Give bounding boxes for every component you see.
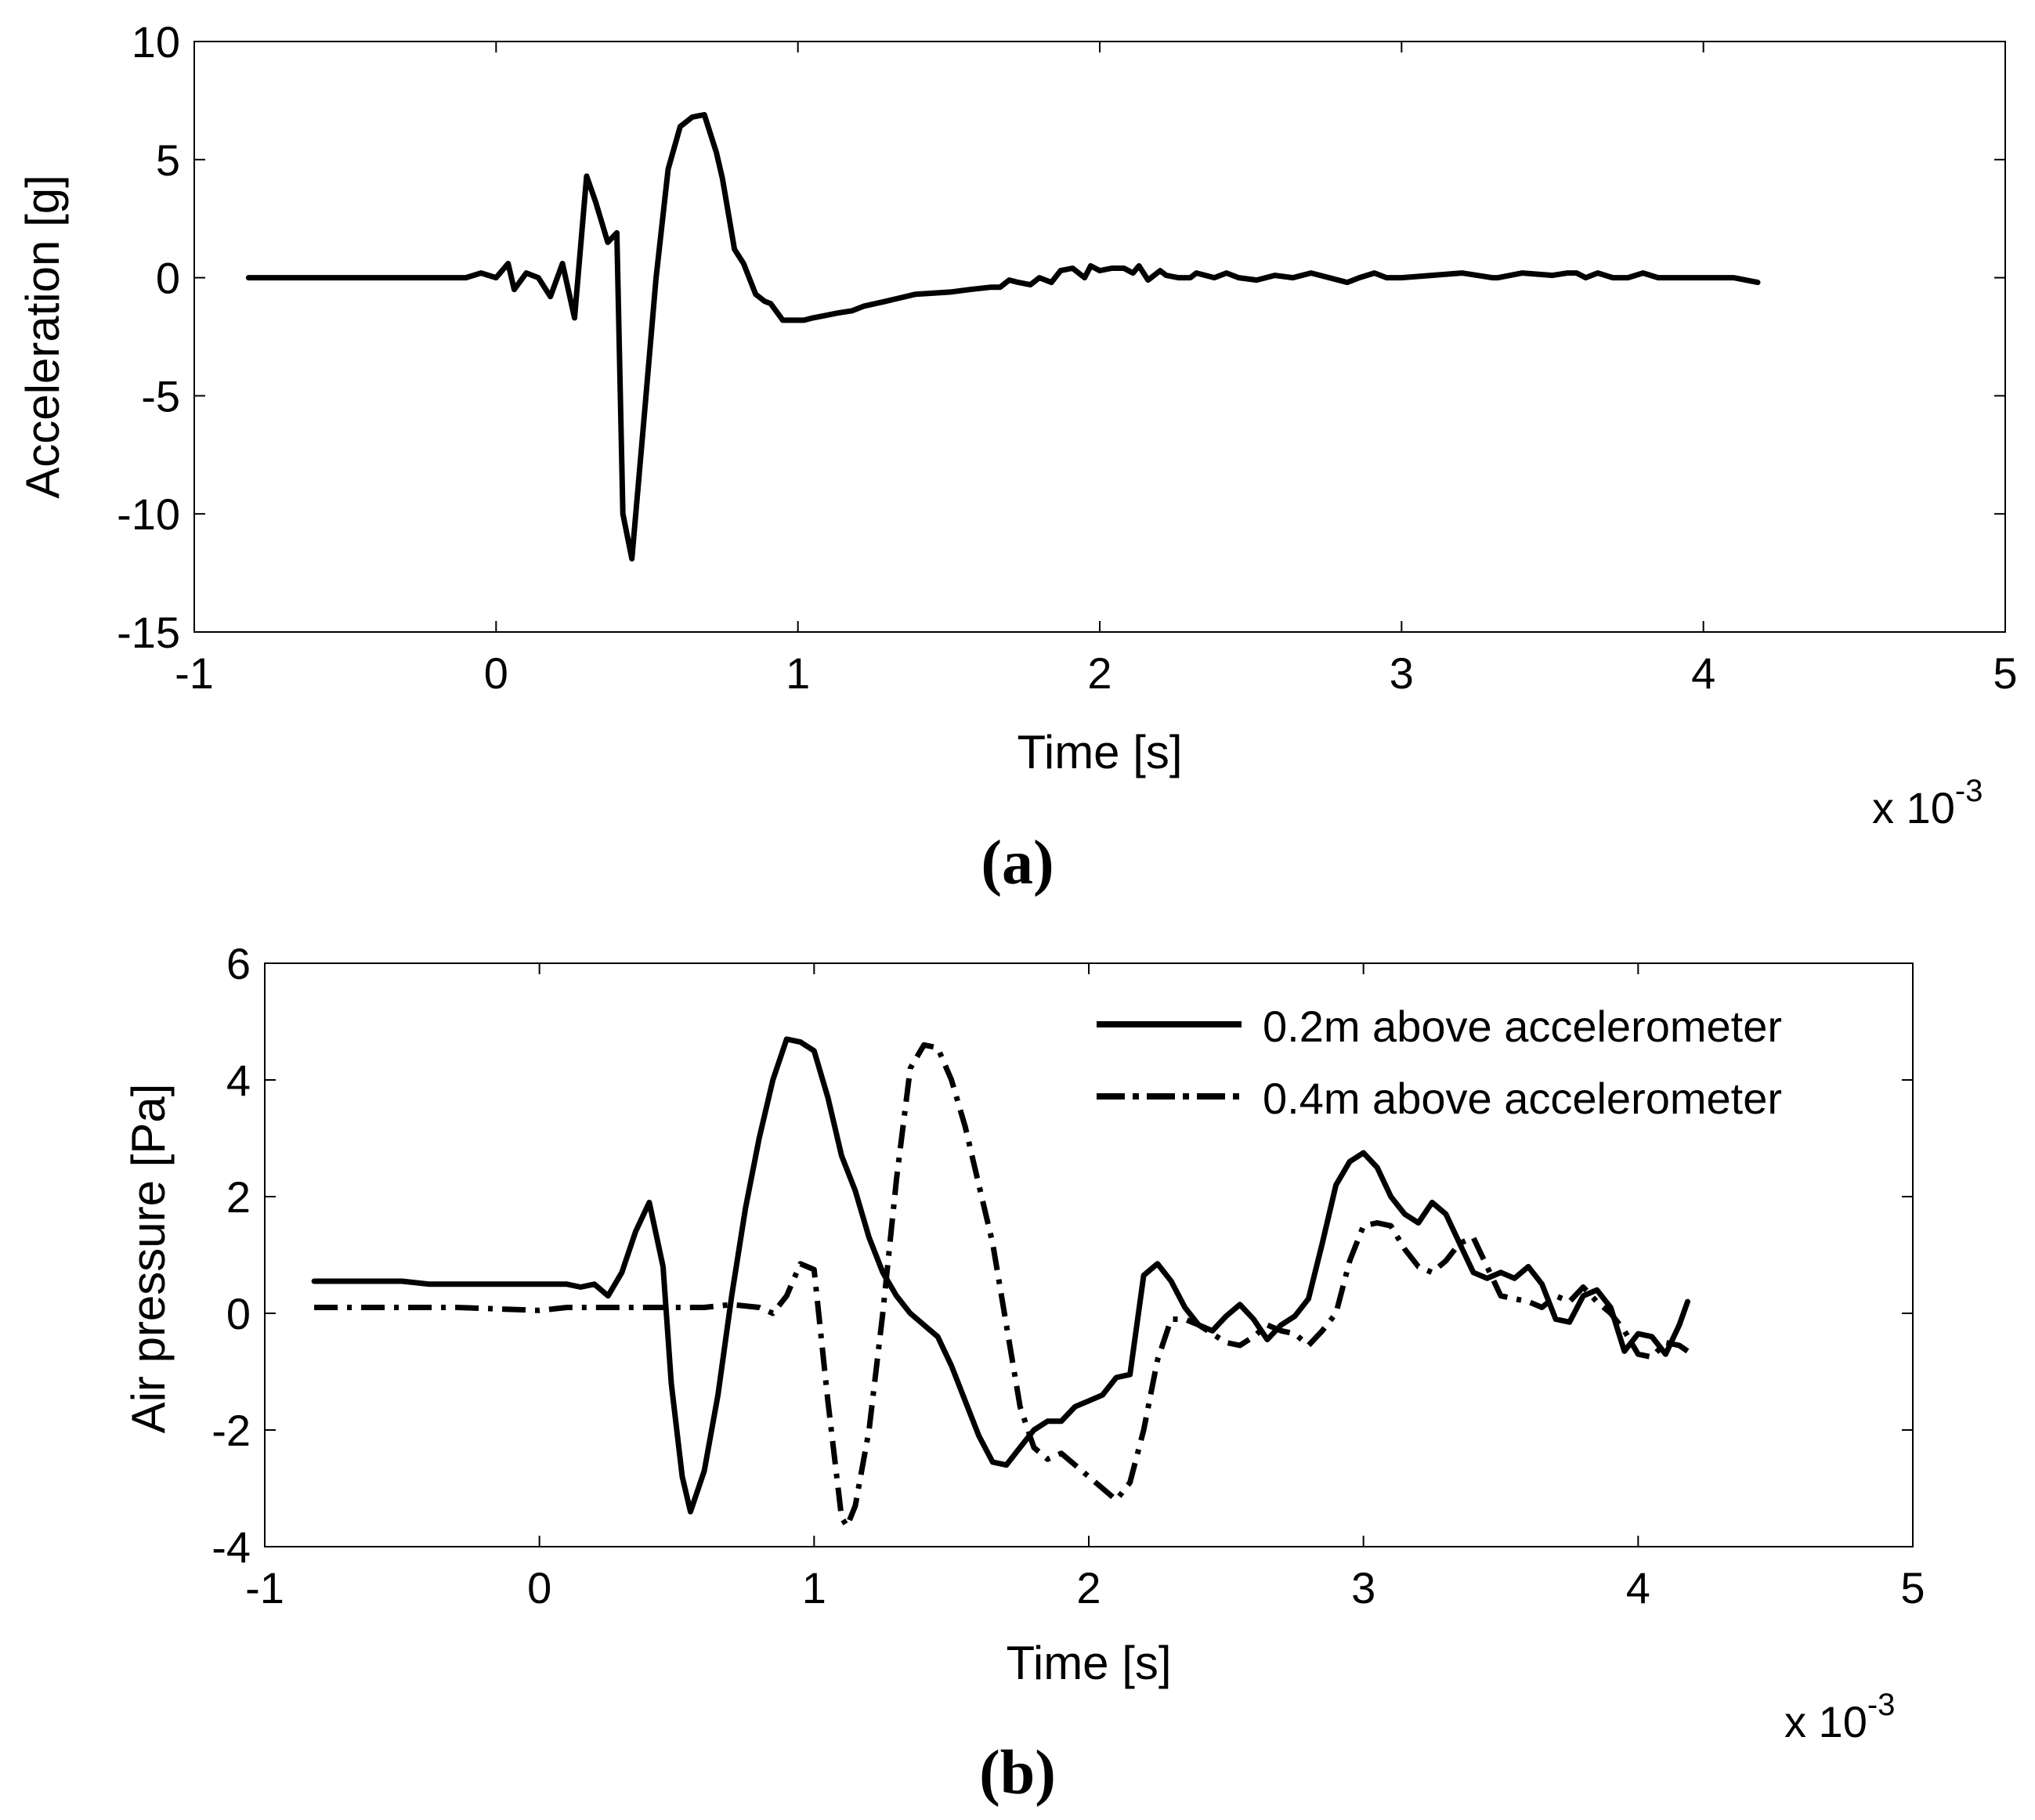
series-line-b-1 <box>311 1036 1690 1515</box>
series-lines-b <box>311 1036 1690 1529</box>
x-tick-label: 2 <box>1087 648 1111 698</box>
x-tick-label: 5 <box>1900 1563 1925 1612</box>
x-axis-label-a: Time [s] <box>1017 726 1182 778</box>
legend-label-2: 0.4m above accelerometer <box>1263 1074 1782 1123</box>
x-tick-label: 3 <box>1351 1563 1375 1612</box>
y-axis-label-a: Acceleration [g] <box>16 175 69 499</box>
x-tick-label: 0 <box>484 648 508 698</box>
legend-label-1: 0.2m above accelerometer <box>1263 1002 1782 1051</box>
y-tick-label: 4 <box>226 1056 251 1105</box>
series-line-a-1 <box>245 112 1761 562</box>
y-tick-label: 5 <box>156 135 180 185</box>
x-tick-label: -1 <box>175 648 214 698</box>
y-axis-label-b: Air pressure [Pa] <box>122 1084 175 1434</box>
y-tick-label: 0 <box>156 254 180 303</box>
y-tick-label: 6 <box>226 939 251 988</box>
panel-label-b: (b) <box>979 1739 1056 1807</box>
x-tick-label: 1 <box>786 648 810 698</box>
y-tick-label: -10 <box>117 489 180 539</box>
x-multiplier-exp-b: -3 <box>1867 1688 1896 1722</box>
x-tick-label: 5 <box>1993 648 2017 698</box>
y-tick-label: 10 <box>132 17 180 67</box>
y-tick-label: -2 <box>211 1406 251 1455</box>
x-axis-label-b: Time [s] <box>1006 1637 1171 1689</box>
x-multiplier-a: x 10-3 <box>1872 774 1983 832</box>
x-tick-label: -1 <box>245 1563 284 1612</box>
x-multiplier-b: x 10-3 <box>1784 1688 1895 1746</box>
panel-label-a: (a) <box>981 829 1054 897</box>
axis-ticks-b: -1 0 1 2 3 4 5 -4 -2 0 2 4 6 <box>211 939 1925 1612</box>
x-tick-label: 4 <box>1626 1563 1650 1612</box>
chart-panel-b: -1 0 1 2 3 4 5 -4 -2 0 2 4 6 0.2m above acceleromete… <box>122 939 1925 1807</box>
x-tick-label: 4 <box>1691 648 1715 698</box>
legend: 0.2m above accelerometer 0.4m above acce… <box>1097 1002 1782 1123</box>
series-lines-a <box>245 112 1761 562</box>
series-line-b-2 <box>314 1042 1690 1529</box>
x-multiplier-exp-a: -3 <box>1955 774 1983 808</box>
y-tick-label: -4 <box>211 1522 251 1572</box>
x-tick-label: 3 <box>1390 648 1414 698</box>
x-tick-label: 0 <box>527 1563 551 1612</box>
plot-area-a <box>193 41 2006 633</box>
x-tick-label: 1 <box>802 1563 826 1612</box>
y-tick-label: 0 <box>226 1289 251 1338</box>
y-tick-label: 2 <box>226 1172 251 1222</box>
y-tick-label: -15 <box>117 608 180 657</box>
y-tick-label: -5 <box>141 371 180 421</box>
x-tick-label: 2 <box>1076 1563 1101 1612</box>
